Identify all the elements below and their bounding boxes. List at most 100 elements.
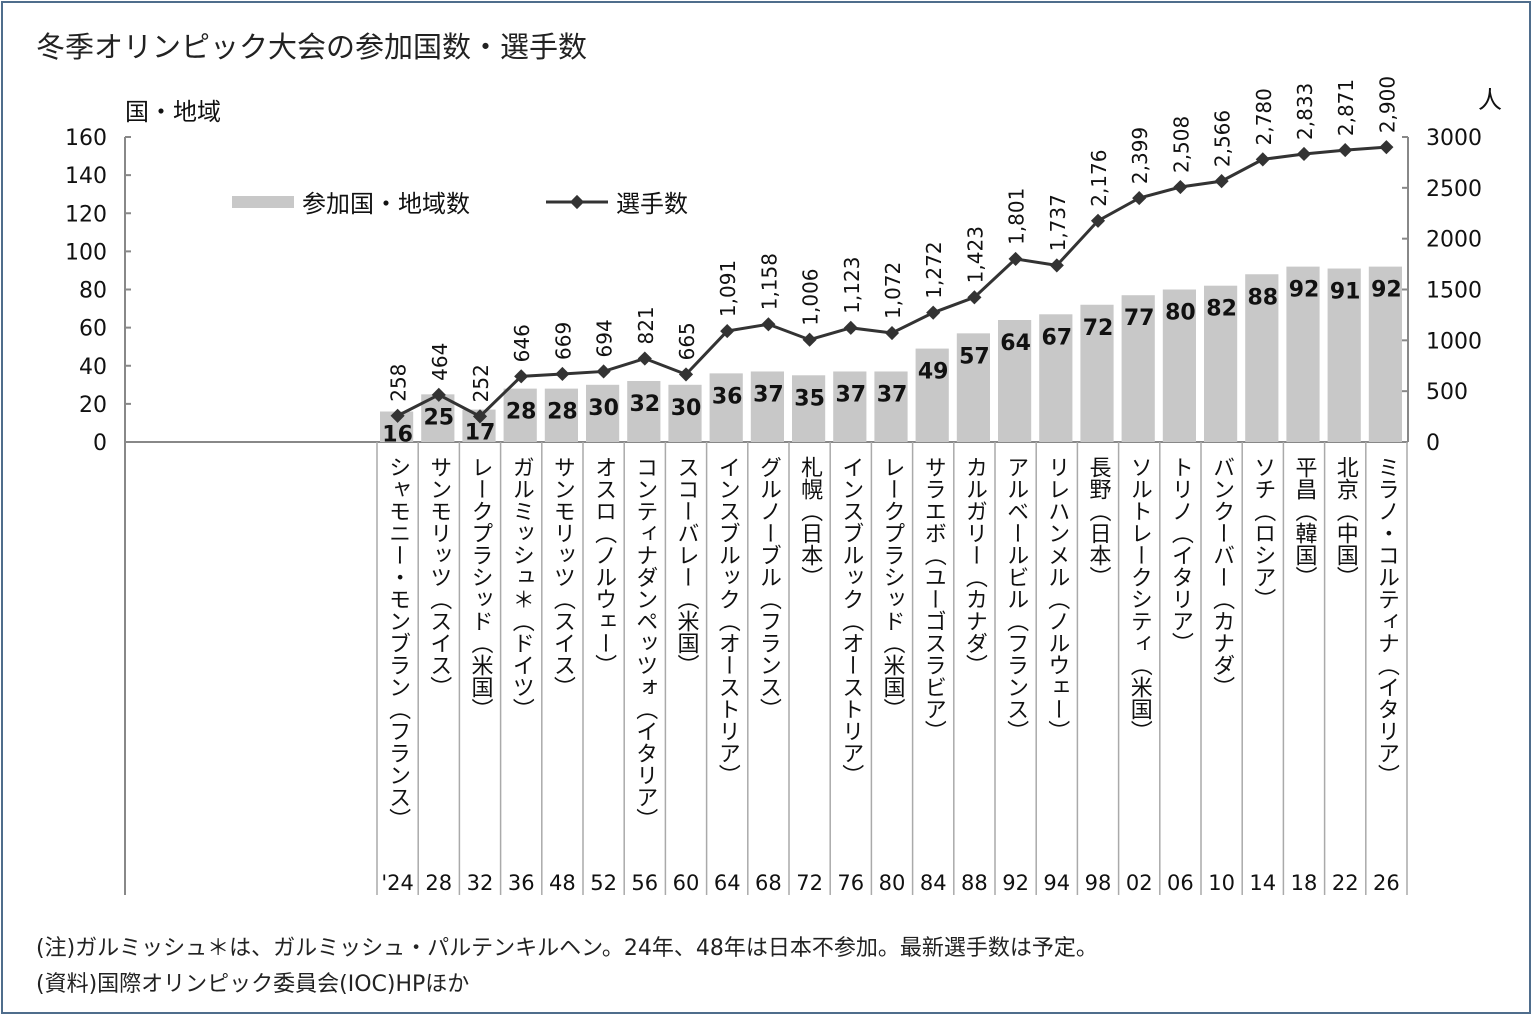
- bar-label: 30: [671, 396, 702, 421]
- left-tick-label: 40: [79, 355, 107, 380]
- bar-label: 35: [794, 386, 825, 411]
- right-tick-label: 3000: [1426, 126, 1482, 151]
- bar-countries: [792, 375, 826, 442]
- athlete-label: 694: [593, 319, 617, 357]
- bar-label: 32: [629, 392, 660, 417]
- bar-label: 80: [1165, 301, 1196, 326]
- venue-label: オスロ（ノルウェー）: [591, 456, 617, 676]
- athlete-marker: [1008, 251, 1023, 266]
- athlete-label: 1,091: [716, 260, 740, 317]
- athlete-marker: [390, 408, 405, 423]
- athlete-marker: [431, 387, 446, 402]
- bar-countries: [956, 333, 990, 442]
- bar-label: 77: [1124, 306, 1155, 331]
- venue-label: 平昌（韓国）: [1292, 456, 1318, 588]
- right-tick-label: 2500: [1426, 177, 1482, 202]
- left-tick-label: 120: [65, 202, 107, 227]
- year-label: 98: [1085, 871, 1112, 895]
- venue-label: リレハンメル（ノルウェー）: [1044, 456, 1070, 742]
- athlete-label: 1,158: [757, 253, 781, 310]
- year-label: 14: [1249, 871, 1276, 895]
- athlete-marker: [1296, 146, 1312, 162]
- left-tick-label: 60: [79, 317, 107, 342]
- chart-title: 冬季オリンピック大会の参加国数・選手数: [36, 30, 588, 64]
- athlete-label: 2,833: [1293, 83, 1317, 140]
- legend-line-marker: [569, 194, 585, 210]
- athlete-marker: [761, 317, 776, 332]
- bar-countries: [1327, 268, 1361, 442]
- left-tick-label: 100: [65, 240, 107, 265]
- venue-label: ガルミッシュ＊（ドイツ）: [509, 456, 535, 720]
- athlete-label: 1,423: [963, 226, 987, 283]
- venue-label: 札幌（日本）: [797, 456, 823, 588]
- left-tick-label: 160: [65, 126, 107, 151]
- bar-label: 37: [835, 382, 866, 407]
- year-label: 64: [714, 871, 741, 895]
- legend-line-label: 選手数: [616, 190, 688, 218]
- year-label: 72: [796, 871, 823, 895]
- bar-countries: [1245, 274, 1279, 442]
- athlete-marker: [472, 409, 488, 424]
- athlete-label: 252: [469, 364, 493, 402]
- athlete-marker: [1214, 174, 1229, 189]
- legend-bar-swatch: [232, 196, 294, 208]
- athlete-marker: [637, 351, 652, 366]
- bar-countries: [503, 388, 537, 442]
- athlete-marker: [596, 364, 611, 379]
- year-label: 60: [673, 871, 700, 895]
- athlete-label: 2,900: [1375, 76, 1399, 133]
- athlete-label: 665: [675, 322, 699, 360]
- bar-countries: [1121, 295, 1155, 442]
- bar-label: 30: [588, 396, 619, 421]
- year-label: 32: [467, 871, 494, 895]
- athlete-label: 1,006: [799, 268, 823, 325]
- left-tick-label: 0: [93, 431, 107, 456]
- year-label: 88: [961, 871, 988, 895]
- venue-label: アルベールビル（フランス）: [1003, 456, 1029, 742]
- athlete-label: 1,801: [1005, 188, 1029, 245]
- athlete-marker: [843, 320, 858, 335]
- left-axis-label: 国・地域: [125, 98, 221, 126]
- bar-label: 17: [465, 421, 496, 446]
- bar-countries: [1039, 314, 1073, 442]
- year-label: 92: [1002, 871, 1029, 895]
- left-tick-label: 20: [79, 393, 107, 418]
- bar-countries: [709, 373, 743, 442]
- bar-label: 28: [547, 400, 578, 425]
- athlete-marker: [1049, 258, 1064, 273]
- venue-label: グルノーブル（フランス）: [756, 456, 782, 720]
- bar-countries: [1204, 285, 1238, 442]
- athlete-marker: [514, 369, 529, 384]
- footnote: (注)ガルミッシュ＊は、ガルミッシュ・パルテンキルヘン。24年、48年は日本不参…: [36, 936, 1098, 961]
- year-label: 10: [1208, 871, 1235, 895]
- venue-label: 北京（中国）: [1333, 456, 1359, 588]
- athlete-marker: [1379, 140, 1394, 155]
- bar-label: 25: [423, 405, 454, 430]
- venue-label: レークプラシッド（米国）: [468, 456, 494, 720]
- venue-label: バンクーバー（カナダ）: [1209, 456, 1235, 698]
- year-label: 68: [755, 871, 782, 895]
- athlete-label: 2,399: [1128, 127, 1152, 184]
- athlete-label: 1,123: [840, 257, 864, 314]
- bar-label: 37: [753, 382, 784, 407]
- left-tick-label: 140: [65, 164, 107, 189]
- venue-label: ソチ（ロシア）: [1250, 456, 1276, 610]
- bar-label: 67: [1041, 325, 1072, 350]
- year-label: 84: [920, 871, 947, 895]
- athlete-label: 258: [387, 364, 411, 402]
- year-label: 28: [425, 871, 452, 895]
- bar-label: 37: [877, 382, 908, 407]
- venue-label: ミラノ・コルティナ（イタリア）: [1374, 456, 1400, 786]
- athlete-marker: [802, 332, 817, 347]
- venue-label: シャモニー・モンブラン（フランス）: [385, 456, 411, 830]
- source-note: (資料)国際オリンピック委員会(IOC)HPほか: [36, 972, 470, 997]
- athlete-label: 2,566: [1211, 110, 1235, 167]
- bar-label: 92: [1289, 278, 1320, 303]
- athlete-marker: [926, 305, 941, 320]
- bar-countries: [750, 371, 784, 442]
- bar-countries: [544, 388, 578, 442]
- venue-label: レークプラシッド（米国）: [880, 456, 906, 720]
- athlete-label: 2,176: [1087, 150, 1111, 207]
